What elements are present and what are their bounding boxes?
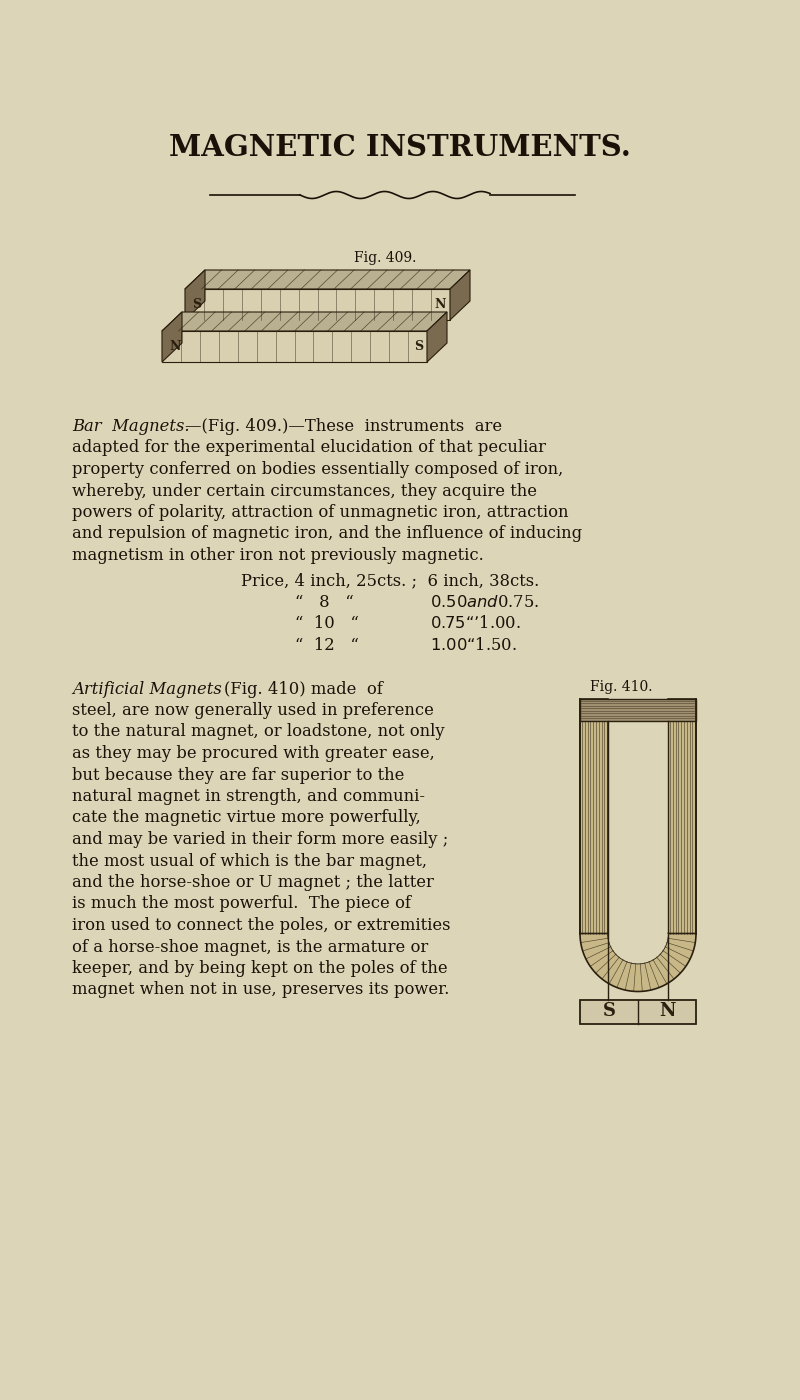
Text: cate the magnetic virtue more powerfully,: cate the magnetic virtue more powerfully… — [72, 809, 421, 826]
Polygon shape — [580, 699, 696, 721]
Polygon shape — [608, 934, 668, 963]
Text: N: N — [169, 340, 180, 353]
Polygon shape — [668, 699, 696, 934]
Polygon shape — [608, 699, 668, 934]
Polygon shape — [162, 330, 427, 363]
Text: keeper, and by being kept on the poles of the: keeper, and by being kept on the poles o… — [72, 960, 448, 977]
Text: N: N — [434, 298, 446, 311]
Text: MAGNETIC INSTRUMENTS.: MAGNETIC INSTRUMENTS. — [169, 133, 631, 162]
Text: steel, are now generally used in preference: steel, are now generally used in prefere… — [72, 701, 434, 720]
Text: Fig. 409.: Fig. 409. — [354, 251, 416, 265]
Text: and the horse-shoe or U magnet ; the latter: and the horse-shoe or U magnet ; the lat… — [72, 874, 434, 890]
Text: adapted for the experimental elucidation of that peculiar: adapted for the experimental elucidation… — [72, 440, 546, 456]
Text: but because they are far superior to the: but because they are far superior to the — [72, 767, 404, 784]
Polygon shape — [162, 312, 182, 363]
Text: (Fig. 410) made  of: (Fig. 410) made of — [224, 680, 383, 697]
Text: is much the most powerful.  The piece of: is much the most powerful. The piece of — [72, 896, 411, 913]
Text: and may be varied in their form more easily ;: and may be varied in their form more eas… — [72, 832, 448, 848]
Polygon shape — [580, 699, 608, 934]
Text: and repulsion of magnetic iron, and the influence of inducing: and repulsion of magnetic iron, and the … — [72, 525, 582, 542]
Text: S: S — [602, 1002, 615, 1021]
Text: N: N — [658, 1002, 675, 1021]
Text: magnet when not in use, preserves its power.: magnet when not in use, preserves its po… — [72, 981, 450, 998]
Text: Fig. 410.: Fig. 410. — [590, 680, 653, 694]
Text: $0.50 and $0.75.: $0.50 and $0.75. — [430, 594, 539, 610]
Text: magnetism in other iron not previously magnetic.: magnetism in other iron not previously m… — [72, 547, 484, 564]
Polygon shape — [185, 270, 205, 321]
Text: Price, 4 inch, 25cts. ;  6 inch, 38cts.: Price, 4 inch, 25cts. ; 6 inch, 38cts. — [241, 573, 539, 589]
Text: whereby, under certain circumstances, they acquire the: whereby, under certain circumstances, th… — [72, 483, 537, 500]
Text: “  10   “: “ 10 “ — [295, 616, 359, 633]
Text: Bar  Magnets.: Bar Magnets. — [72, 419, 190, 435]
Text: “   8   “: “ 8 “ — [295, 594, 354, 610]
Text: S: S — [192, 298, 201, 311]
Text: the most usual of which is the bar magnet,: the most usual of which is the bar magne… — [72, 853, 427, 869]
Text: Artificial Magnets: Artificial Magnets — [72, 680, 222, 697]
Text: property conferred on bodies essentially composed of iron,: property conferred on bodies essentially… — [72, 461, 563, 477]
Text: to the natural magnet, or loadstone, not only: to the natural magnet, or loadstone, not… — [72, 724, 445, 741]
Text: $1.00   “   $1.50.: $1.00 “ $1.50. — [430, 637, 517, 654]
Text: powers of polarity, attraction of unmagnetic iron, attraction: powers of polarity, attraction of unmagn… — [72, 504, 569, 521]
Polygon shape — [185, 270, 470, 288]
Text: “  12   “: “ 12 “ — [295, 637, 359, 654]
Text: $0.75   “   ’$1.00.: $0.75 “ ’$1.00. — [430, 616, 521, 633]
Polygon shape — [185, 288, 450, 321]
Polygon shape — [580, 934, 696, 991]
Text: of a horse-shoe magnet, is the armature or: of a horse-shoe magnet, is the armature … — [72, 938, 428, 955]
Polygon shape — [580, 1000, 696, 1023]
Text: iron used to connect the poles, or extremities: iron used to connect the poles, or extre… — [72, 917, 450, 934]
Text: S: S — [414, 340, 423, 353]
Text: —(Fig. 409.)—These  instruments  are: —(Fig. 409.)—These instruments are — [185, 419, 502, 435]
Polygon shape — [427, 312, 447, 363]
Text: natural magnet in strength, and communi-: natural magnet in strength, and communi- — [72, 788, 425, 805]
Polygon shape — [450, 270, 470, 321]
Text: as they may be procured with greater ease,: as they may be procured with greater eas… — [72, 745, 434, 762]
Polygon shape — [162, 312, 447, 330]
